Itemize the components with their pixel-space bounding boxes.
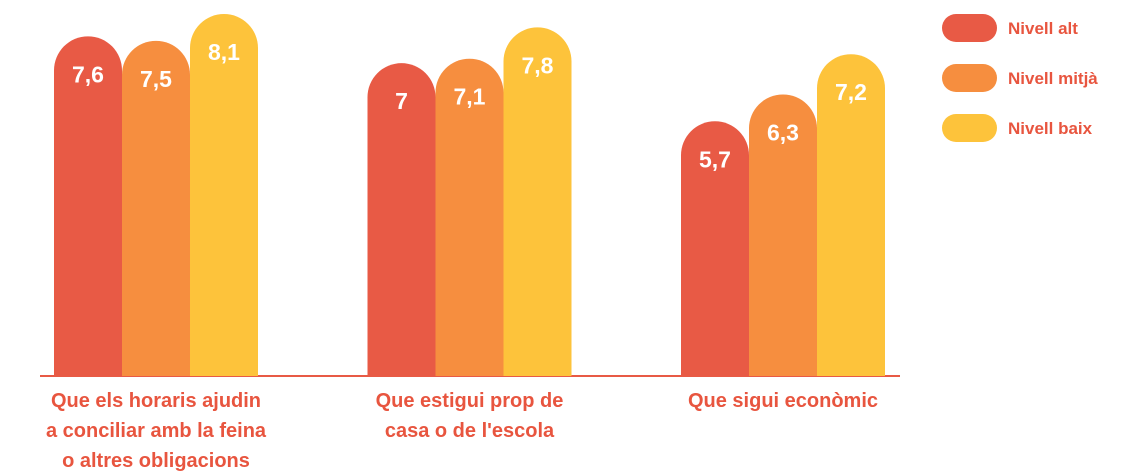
bar: [681, 121, 749, 377]
legend-swatch: [942, 14, 997, 42]
bar: [817, 54, 885, 376]
value-label: 7,5: [140, 66, 172, 92]
value-label: 7,8: [522, 52, 554, 78]
value-label: 7,1: [454, 84, 486, 110]
bar: [749, 94, 817, 376]
bar: [367, 63, 436, 376]
value-label: 6,3: [767, 119, 799, 145]
value-label: 7,2: [835, 79, 867, 105]
x-tick-label: Que els horaris ajudin a conciliar amb la…: [46, 390, 267, 472]
x-tick-label: Que estigui prop de casa o de l'escola: [376, 390, 564, 442]
bar: [435, 58, 504, 376]
bar: [190, 14, 258, 376]
x-tick-label: Que sigui econòmic: [688, 390, 878, 412]
bar: [54, 36, 122, 377]
legend-label: Nivell mitjà: [1008, 69, 1098, 88]
legend-label: Nivell alt: [1008, 19, 1078, 38]
legend-swatch: [942, 114, 997, 142]
value-label: 7: [395, 88, 408, 114]
value-label: 8,1: [208, 39, 240, 65]
value-label: 7,6: [72, 61, 104, 87]
bar: [503, 27, 572, 376]
legend-swatch: [942, 64, 997, 92]
legend-label: Nivell baix: [1008, 119, 1093, 138]
bar: [122, 40, 190, 376]
value-label: 5,7: [699, 146, 731, 172]
